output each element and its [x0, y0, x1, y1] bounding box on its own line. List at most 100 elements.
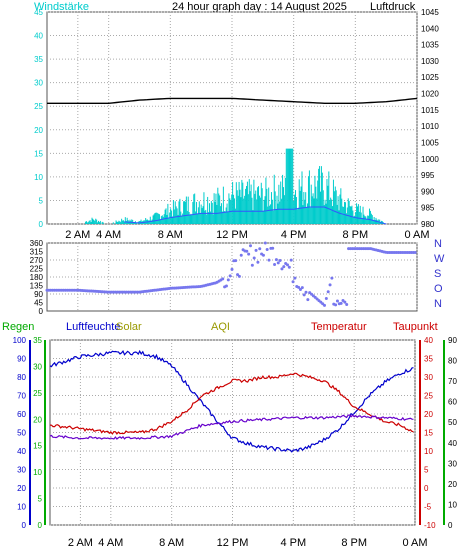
- legend-temperatur: Temperatur: [311, 321, 367, 333]
- direction-point: [282, 265, 286, 269]
- dewpoint-tick-label: 70: [448, 377, 457, 386]
- temperature-tick-label: 10: [424, 447, 433, 456]
- direction-point: [323, 303, 326, 307]
- direction-point: [237, 274, 241, 278]
- x-tick-label: 2 AM: [68, 537, 93, 549]
- humidity-tick-label: 0: [22, 521, 27, 530]
- left-tick-label: 30: [34, 79, 43, 88]
- temperature-tick-label: 25: [424, 392, 433, 401]
- direction-point: [286, 263, 289, 267]
- x-tick-label: 12 PM: [216, 229, 248, 241]
- direction-point: [252, 256, 256, 260]
- legend-solar: Solar: [116, 321, 142, 333]
- x-tick-label: 4 AM: [98, 537, 123, 549]
- legend-luftfeuchte: Luftfeuchte: [66, 321, 120, 333]
- direction-label: O: [434, 283, 443, 295]
- chart-title: 24 hour graph day : 14 August 2025: [172, 1, 347, 13]
- right-tick-label: 1040: [421, 24, 439, 33]
- direction-label: W: [434, 253, 445, 265]
- direction-point: [221, 277, 225, 281]
- rain-tick-label: 15: [33, 442, 42, 451]
- direction-point: [239, 253, 243, 257]
- right-tick-label: 1035: [421, 41, 439, 50]
- humidity-tick-label: 30: [17, 466, 26, 475]
- direction-point: [280, 267, 284, 271]
- direction-point: [230, 267, 234, 271]
- right-tick-label: 1000: [421, 155, 439, 164]
- direction-point: [278, 259, 282, 263]
- temperature-tick-label: -5: [424, 503, 432, 512]
- temperature-tick-label: 35: [424, 355, 433, 364]
- right-axis-title: Luftdruck: [370, 1, 416, 13]
- x-tick-label: 4 PM: [280, 537, 306, 549]
- rain-tick-label: 20: [33, 415, 42, 424]
- x-tick-label: 0 AM: [404, 229, 429, 241]
- pressure-line: [47, 97, 418, 104]
- dewpoint-tick-label: 40: [448, 439, 457, 448]
- humidity-tick-label: 60: [17, 410, 26, 419]
- left-tick-label: 40: [34, 32, 43, 41]
- direction-point: [276, 261, 280, 265]
- humidity-tick-label: 50: [17, 429, 26, 438]
- direction-point: [339, 301, 343, 305]
- legend-regen: Regen: [2, 321, 34, 333]
- direction-point: [324, 297, 328, 301]
- legend-taupunkt: Taupunkt: [393, 321, 438, 333]
- direction-tick-label: 315: [30, 248, 44, 257]
- x-tick-label: 0 AM: [402, 537, 427, 549]
- dewpoint-tick-label: 20: [448, 480, 457, 489]
- direction-tick-label: 360: [30, 239, 44, 248]
- wind-average-line: [124, 206, 387, 225]
- direction-point: [234, 259, 238, 263]
- x-tick-label: 12 PM: [217, 537, 249, 549]
- right-tick-label: 1010: [421, 122, 439, 131]
- direction-point: [306, 298, 310, 302]
- direction-point: [226, 278, 230, 282]
- x-tick-label: 4 PM: [281, 229, 307, 241]
- direction-point: [249, 244, 252, 248]
- direction-point: [250, 263, 254, 267]
- humidity-tick-label: 90: [17, 355, 26, 364]
- right-tick-label: 1025: [421, 73, 439, 82]
- direction-point: [304, 290, 308, 294]
- right-tick-label: 1005: [421, 138, 439, 147]
- left-tick-label: 10: [34, 173, 43, 182]
- direction-point: [328, 283, 332, 287]
- left-tick-label: 15: [34, 149, 43, 158]
- left-tick-label: 25: [34, 102, 43, 111]
- x-tick-label: 8 AM: [158, 229, 183, 241]
- direction-point: [293, 276, 297, 280]
- direction-point: [326, 290, 330, 294]
- rain-tick-label: 10: [33, 468, 42, 477]
- temperature-tick-label: 30: [424, 373, 433, 382]
- x-tick-label: 4 AM: [96, 229, 121, 241]
- rain-tick-label: 0: [38, 521, 43, 530]
- direction-point: [345, 303, 349, 307]
- humidity-tick-label: 10: [17, 503, 26, 512]
- rain-tick-label: 5: [38, 495, 43, 504]
- temperature-tick-label: 15: [424, 429, 433, 438]
- right-tick-label: 1020: [421, 90, 439, 99]
- x-tick-label: 8 AM: [159, 537, 184, 549]
- legend-aqi: AQI: [211, 321, 230, 333]
- direction-point: [274, 258, 278, 262]
- direction-point: [263, 241, 267, 245]
- dewpoint-tick-label: 60: [448, 398, 457, 407]
- rain-tick-label: 30: [33, 362, 42, 371]
- right-tick-label: 980: [421, 220, 435, 229]
- direction-point: [334, 303, 338, 307]
- direction-tick-label: 270: [30, 256, 44, 265]
- left-axis-title: Windstärke: [34, 1, 89, 13]
- direction-point: [224, 284, 228, 288]
- humidity-tick-label: 70: [17, 392, 26, 401]
- direction-point: [247, 252, 251, 256]
- temperature-tick-label: -10: [424, 521, 436, 530]
- direction-label: N: [434, 298, 442, 310]
- direction-tick-label: 90: [34, 290, 43, 299]
- left-tick-label: 45: [34, 8, 43, 17]
- right-tick-label: 990: [421, 187, 435, 196]
- temperature-tick-label: 0: [424, 484, 429, 493]
- direction-label: N: [434, 238, 442, 250]
